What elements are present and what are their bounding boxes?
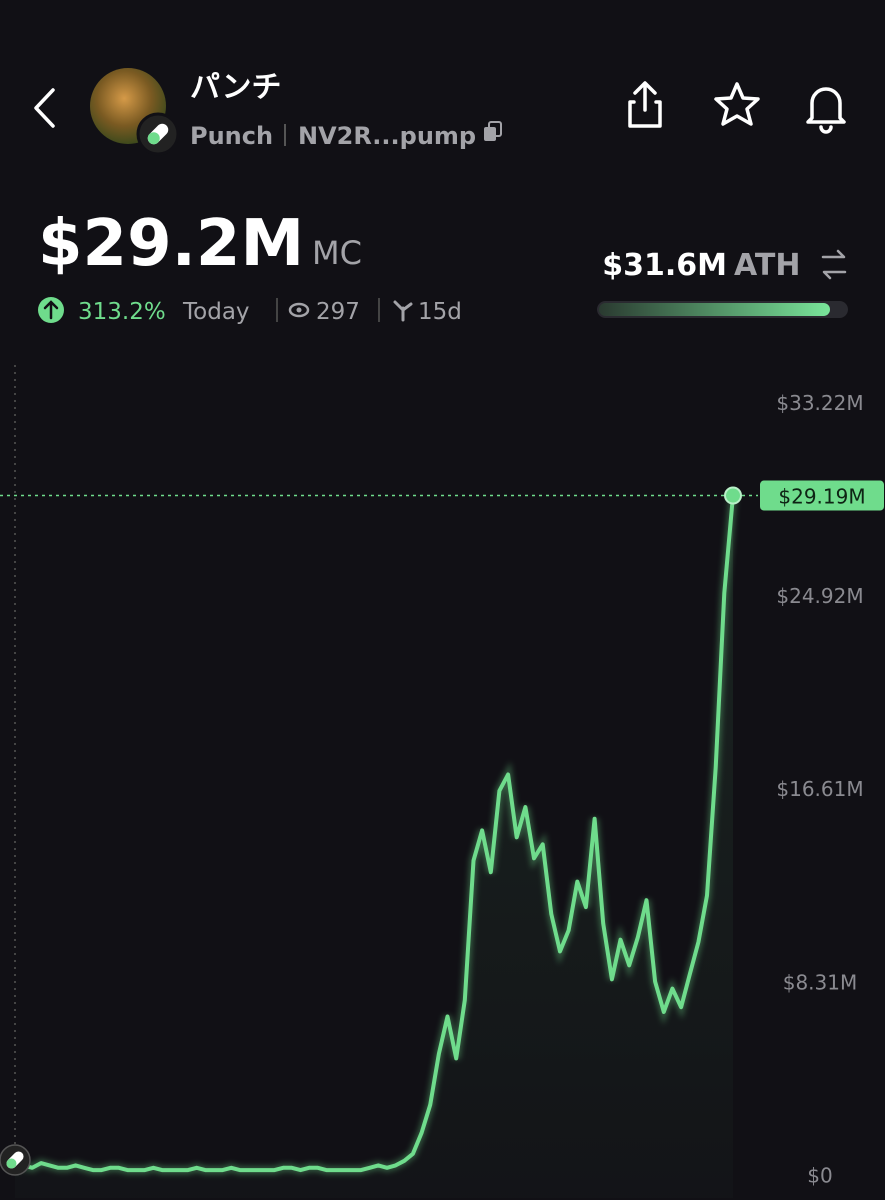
favorite-button[interactable] <box>714 82 760 126</box>
copy-icon[interactable] <box>484 121 502 141</box>
market-cap-label: MC <box>312 234 362 272</box>
current-price-label: $29.19M <box>778 485 865 509</box>
age-icon <box>393 300 413 322</box>
ath-label: ATH <box>734 248 800 283</box>
token-name: パンチ <box>190 70 282 105</box>
token-address[interactable]: NV2R...pump <box>298 122 476 150</box>
current-point <box>724 486 742 505</box>
ath-value: $31.6M <box>602 248 727 283</box>
y-tick-label: $8.31M <box>783 970 858 994</box>
share-button[interactable] <box>628 81 662 128</box>
views-count: 297 <box>316 299 360 325</box>
current-price-tag <box>760 480 884 511</box>
change-percent: 313.2% <box>78 299 166 325</box>
back-button[interactable] <box>34 88 55 128</box>
y-tick-label: $0 <box>807 1164 832 1188</box>
y-tick-label: $24.92M <box>776 584 863 608</box>
platform-badge <box>136 112 180 156</box>
y-tick-label: $33.22M <box>776 391 863 415</box>
ath-progress-fill <box>599 303 830 316</box>
change-icon <box>38 297 64 323</box>
alert-button[interactable] <box>806 87 846 134</box>
market-cap: $29.2M <box>38 207 304 281</box>
chart: $0 $8.31M $16.61M $24.92M $33.22M $29.19M <box>0 391 884 1198</box>
start-marker <box>0 1144 31 1176</box>
views-icon <box>288 302 310 318</box>
swap-button[interactable] <box>821 249 847 280</box>
token-age: 15d <box>418 299 462 325</box>
y-tick-label: $16.61M <box>776 777 863 801</box>
token-ticker: Punch <box>190 122 273 150</box>
change-period: Today <box>182 299 250 325</box>
line <box>14 495 735 1173</box>
line-area <box>15 495 733 1198</box>
